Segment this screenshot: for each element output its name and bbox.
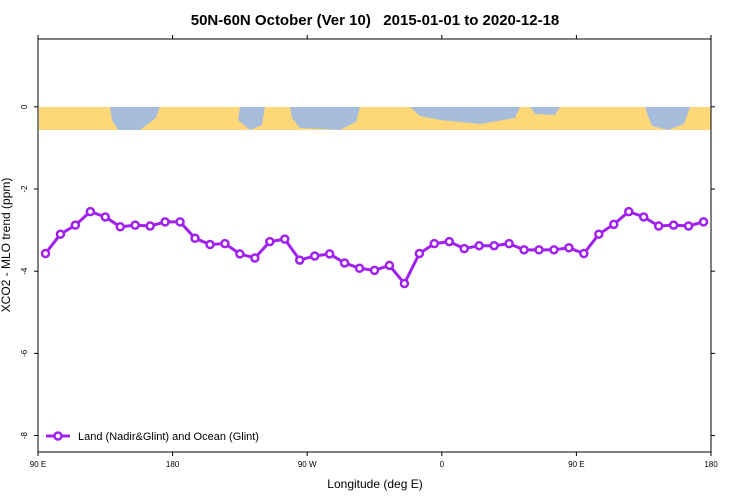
y-tick-label: 0: [20, 104, 29, 109]
point: [175, 217, 185, 227]
point: [638, 212, 649, 222]
point: [40, 248, 51, 259]
point: [459, 243, 469, 254]
point: [504, 238, 514, 249]
point: [534, 245, 544, 255]
point: [609, 219, 619, 230]
y-tick-label: -4: [20, 267, 29, 275]
point: [130, 220, 140, 230]
point: [474, 240, 484, 251]
y-tick-label: -6: [20, 349, 29, 357]
map-ocean: [290, 107, 360, 130]
point: [294, 255, 305, 265]
point: [145, 221, 155, 231]
point: [70, 220, 81, 230]
map-strip: [39, 107, 711, 130]
point: [668, 220, 679, 230]
point: [354, 263, 365, 274]
point: [489, 240, 499, 251]
x-tick-label: 90 E: [30, 460, 46, 469]
point: [579, 248, 589, 259]
point: [100, 212, 111, 222]
x-axis-label: Longitude (deg E): [327, 477, 422, 491]
point: [235, 249, 245, 259]
point: [698, 217, 709, 227]
point: [444, 236, 455, 247]
point: [369, 265, 380, 276]
chart-title: 50N-60N October (Ver 10) 2015-01-01 to 2…: [191, 12, 560, 29]
point: [190, 233, 200, 244]
legend-marker: [53, 431, 63, 441]
y-tick-label: -2: [20, 185, 29, 193]
point: [623, 206, 634, 217]
point: [564, 243, 574, 253]
point: [339, 258, 350, 268]
point: [220, 238, 230, 249]
point: [384, 260, 395, 271]
y-tick-label: -8: [20, 431, 29, 439]
point: [55, 229, 66, 239]
map-ocean: [530, 107, 560, 115]
y-axis-label: XCO2 - MLO trend (ppm): [0, 178, 13, 313]
point: [205, 239, 215, 250]
point: [399, 278, 410, 289]
x-tick-label: 90 W: [298, 460, 317, 469]
point: [265, 236, 275, 247]
x-tick-label: 180: [704, 460, 718, 469]
point: [85, 206, 96, 217]
map-ocean: [110, 107, 160, 130]
x-tick-label: 0: [440, 460, 445, 469]
point: [549, 245, 559, 255]
x-tick-label: 90 E: [568, 460, 584, 469]
map-ocean: [238, 107, 265, 130]
point: [429, 238, 440, 249]
point: [653, 221, 664, 231]
point: [309, 251, 320, 261]
point: [324, 249, 335, 259]
point: [115, 222, 126, 232]
point: [280, 234, 290, 244]
map-ocean: [645, 107, 690, 130]
legend-label: Land (Nadir&Glint) and Ocean (Glint): [78, 431, 259, 443]
point: [594, 229, 604, 239]
point: [519, 245, 529, 255]
point: [250, 253, 260, 263]
plot-frame: [37, 38, 712, 453]
point: [683, 221, 694, 231]
map-ocean: [410, 107, 520, 124]
point: [160, 217, 170, 227]
point: [414, 248, 425, 259]
x-tick-label: 180: [166, 460, 180, 469]
